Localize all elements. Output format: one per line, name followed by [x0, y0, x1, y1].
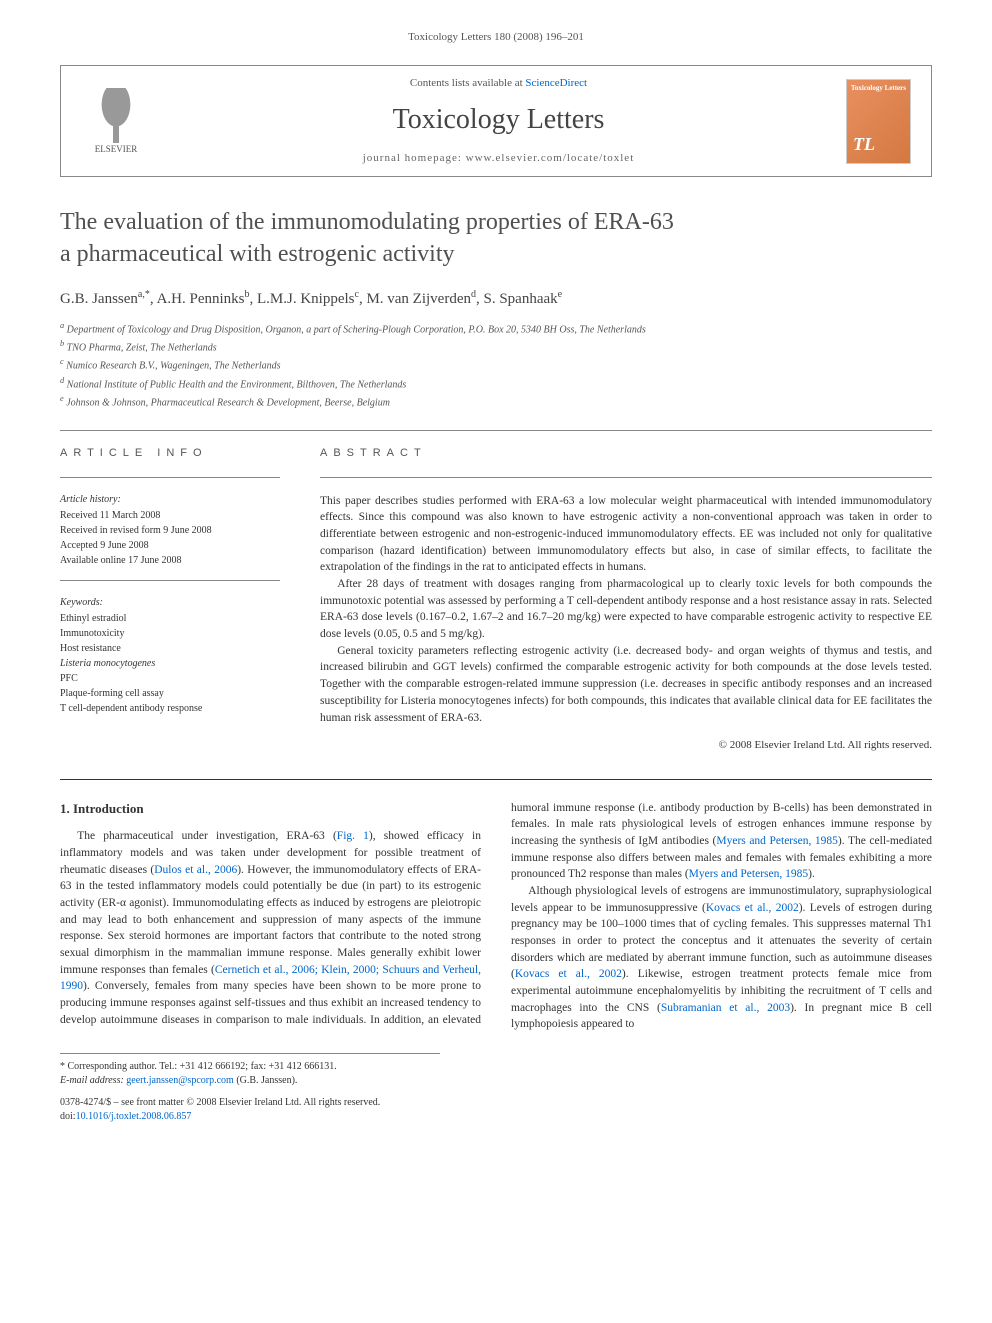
keyword: Immunotoxicity [60, 627, 280, 641]
affiliations: a Department of Toxicology and Drug Disp… [60, 320, 932, 411]
article-info-sidebar: ARTICLE INFO Article history: Received 1… [60, 446, 280, 753]
history-item: Accepted 9 June 2008 [60, 539, 280, 553]
keywords-label: Keywords: [60, 596, 280, 610]
history-item: Received in revised form 9 June 2008 [60, 524, 280, 538]
article-body: 1. Introduction The pharmaceutical under… [60, 800, 932, 1033]
citation-link[interactable]: Myers and Petersen, 1985 [689, 868, 808, 880]
keyword: PFC [60, 672, 280, 686]
affiliation: c Numico Research B.V., Wageningen, The … [60, 356, 932, 373]
citation-link[interactable]: Kovacs et al., 2002 [515, 968, 622, 980]
running-header: Toxicology Letters 180 (2008) 196–201 [60, 30, 932, 45]
history-label: Article history: [60, 493, 280, 507]
author-list: G.B. Janssena,*, A.H. Penninksb, L.M.J. … [60, 288, 932, 310]
abstract-column: ABSTRACT This paper describes studies pe… [320, 446, 932, 753]
journal-homepage: journal homepage: www.elsevier.com/locat… [151, 151, 846, 166]
intro-heading: 1. Introduction [60, 800, 481, 819]
homepage-url[interactable]: www.elsevier.com/locate/toxlet [466, 152, 635, 164]
citation-link[interactable]: Kovacs et al., 2002 [706, 902, 799, 914]
abstract-paragraph: This paper describes studies performed w… [320, 493, 932, 576]
abstract-copyright: © 2008 Elsevier Ireland Ltd. All rights … [320, 738, 932, 753]
corresponding-author-footnote: * Corresponding author. Tel.: +31 412 66… [60, 1053, 440, 1088]
abstract-text: This paper describes studies performed w… [320, 493, 932, 726]
author: G.B. Janssena,* [60, 291, 150, 307]
citation-link[interactable]: Dulos et al., 2006 [154, 864, 237, 876]
keyword: Plaque-forming cell assay [60, 687, 280, 701]
author: A.H. Penninksb [157, 291, 250, 307]
intro-paragraph-2: Although physiological levels of estroge… [511, 883, 932, 1033]
elsevier-logo: ELSEVIER [81, 81, 151, 161]
keyword: Ethinyl estradiol [60, 612, 280, 626]
article-info-heading: ARTICLE INFO [60, 446, 280, 461]
article-title: The evaluation of the immunomodulating p… [60, 207, 932, 269]
main-divider [60, 779, 932, 780]
doi-footer: 0378-4274/$ – see front matter © 2008 El… [60, 1096, 932, 1124]
abstract-paragraph: General toxicity parameters reflecting e… [320, 643, 932, 726]
author: L.M.J. Knippelsc [257, 291, 359, 307]
history-item: Available online 17 June 2008 [60, 554, 280, 568]
keyword: Host resistance [60, 642, 280, 656]
abstract-heading: ABSTRACT [320, 446, 932, 461]
author: S. Spanhaake [484, 291, 563, 307]
history-item: Received 11 March 2008 [60, 509, 280, 523]
publisher-name: ELSEVIER [95, 143, 138, 156]
citation-link[interactable]: Myers and Petersen, 1985 [716, 835, 838, 847]
doi-link[interactable]: 10.1016/j.toxlet.2008.06.857 [76, 1111, 192, 1122]
citation-link[interactable]: Subramanian et al., 2003 [661, 1002, 790, 1014]
affiliation: b TNO Pharma, Zeist, The Netherlands [60, 338, 932, 355]
keyword: T cell-dependent antibody response [60, 702, 280, 716]
journal-name: Toxicology Letters [151, 100, 846, 139]
author: M. van Zijverdend [366, 291, 476, 307]
contents-available-line: Contents lists available at ScienceDirec… [151, 76, 846, 91]
journal-cover-thumbnail: Toxicology Letters TL [846, 79, 911, 164]
affiliation: d National Institute of Public Health an… [60, 375, 932, 392]
figure-ref-link[interactable]: Fig. 1 [337, 830, 369, 842]
journal-header-box: ELSEVIER Contents lists available at Sci… [60, 65, 932, 177]
divider [60, 430, 932, 431]
abstract-paragraph: After 28 days of treatment with dosages … [320, 576, 932, 643]
keyword: Listeria monocytogenes [60, 657, 280, 671]
affiliation: a Department of Toxicology and Drug Disp… [60, 320, 932, 337]
sciencedirect-link[interactable]: ScienceDirect [525, 77, 587, 89]
affiliation: e Johnson & Johnson, Pharmaceutical Rese… [60, 393, 932, 410]
email-link[interactable]: geert.janssen@spcorp.com [126, 1075, 234, 1086]
